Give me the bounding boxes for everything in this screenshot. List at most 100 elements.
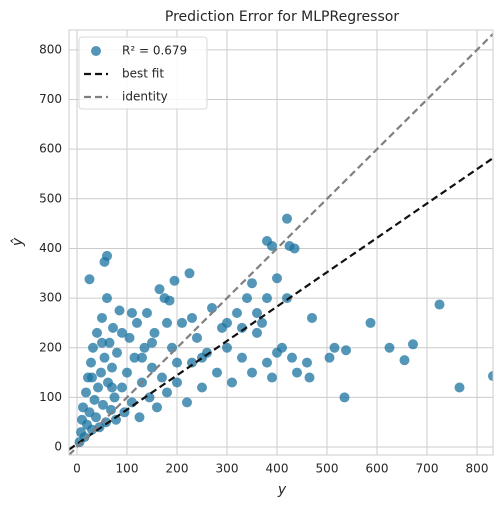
line-series bbox=[69, 33, 493, 455]
data-point bbox=[292, 367, 302, 378]
x-tick-label: 300 bbox=[216, 462, 239, 476]
data-point bbox=[247, 278, 257, 289]
y-tick-label: 800 bbox=[39, 42, 62, 56]
data-point bbox=[399, 355, 410, 366]
data-point bbox=[182, 397, 192, 408]
data-point bbox=[107, 362, 117, 373]
data-point bbox=[304, 372, 315, 383]
data-point bbox=[134, 412, 145, 423]
data-point bbox=[99, 256, 110, 267]
data-point bbox=[187, 312, 197, 323]
legend-label: best fit bbox=[122, 67, 164, 81]
data-point bbox=[341, 345, 351, 356]
data-point bbox=[339, 392, 350, 403]
x-tick-label: 200 bbox=[166, 462, 189, 476]
data-point bbox=[222, 342, 232, 353]
data-point bbox=[184, 268, 195, 279]
data-point bbox=[87, 372, 97, 383]
data-point bbox=[107, 382, 117, 393]
data-point bbox=[212, 367, 222, 378]
data-point bbox=[454, 382, 465, 393]
data-point bbox=[267, 372, 277, 383]
data-point bbox=[164, 295, 175, 306]
data-point bbox=[289, 243, 300, 254]
data-point bbox=[104, 337, 115, 348]
data-point bbox=[365, 317, 376, 328]
data-point bbox=[108, 322, 118, 333]
data-point bbox=[187, 357, 197, 368]
data-point bbox=[98, 399, 108, 410]
data-point bbox=[207, 303, 217, 314]
y-tick-label: 300 bbox=[39, 291, 62, 305]
data-point bbox=[149, 327, 160, 338]
data-point bbox=[144, 392, 155, 403]
data-point bbox=[112, 347, 122, 358]
y-axis-label: ŷ bbox=[10, 237, 26, 247]
y-tick-label: 500 bbox=[39, 191, 62, 205]
data-point bbox=[227, 377, 237, 388]
data-point bbox=[92, 327, 102, 338]
data-point bbox=[147, 362, 157, 373]
data-point bbox=[252, 327, 262, 338]
data-point bbox=[91, 412, 101, 423]
data-point bbox=[384, 342, 395, 353]
legend-label: identity bbox=[122, 90, 168, 104]
data-point bbox=[267, 240, 277, 251]
data-point bbox=[237, 352, 247, 363]
x-tick-label: 400 bbox=[266, 462, 289, 476]
data-point bbox=[122, 367, 132, 378]
data-point bbox=[99, 352, 110, 363]
data-point bbox=[192, 332, 202, 343]
data-point bbox=[282, 293, 292, 304]
data-point bbox=[237, 322, 247, 333]
data-point bbox=[81, 387, 91, 398]
data-point bbox=[222, 317, 232, 328]
legend-marker bbox=[91, 46, 101, 56]
data-point bbox=[97, 337, 107, 348]
data-point bbox=[277, 342, 287, 353]
data-point bbox=[197, 382, 207, 393]
y-tick-label: 100 bbox=[39, 390, 62, 404]
data-point bbox=[129, 352, 140, 363]
data-point bbox=[302, 357, 312, 368]
data-point bbox=[488, 371, 493, 382]
data-point bbox=[242, 293, 252, 304]
data-point bbox=[177, 317, 187, 328]
data-point bbox=[287, 352, 297, 363]
data-point bbox=[324, 352, 335, 363]
line-series bbox=[69, 157, 493, 451]
data-point bbox=[232, 308, 242, 319]
data-point bbox=[262, 293, 272, 304]
data-point bbox=[102, 293, 112, 304]
data-point bbox=[162, 317, 172, 328]
data-point bbox=[157, 372, 167, 383]
plot-frame bbox=[68, 29, 494, 456]
data-point bbox=[152, 402, 162, 413]
data-point bbox=[329, 342, 340, 353]
data-point bbox=[137, 352, 147, 363]
x-tick-label: 700 bbox=[416, 462, 439, 476]
data-point bbox=[87, 424, 97, 435]
data-point bbox=[139, 342, 150, 353]
data-point bbox=[109, 392, 120, 403]
data-point bbox=[97, 312, 107, 323]
data-point bbox=[154, 284, 165, 295]
data-point bbox=[86, 357, 96, 368]
y-tick-label: 600 bbox=[39, 142, 62, 156]
data-point bbox=[142, 308, 152, 319]
data-point bbox=[117, 382, 127, 393]
data-point bbox=[282, 213, 292, 224]
y-tick-label: 700 bbox=[39, 92, 62, 106]
data-point bbox=[172, 377, 182, 388]
y-tick-label: 0 bbox=[54, 440, 62, 454]
legend: R² = 0.679 best fit identity bbox=[78, 36, 208, 110]
data-point bbox=[162, 387, 172, 398]
data-point bbox=[124, 332, 135, 343]
data-point bbox=[434, 299, 445, 310]
data-point bbox=[147, 337, 157, 348]
data-point bbox=[114, 305, 125, 316]
data-point bbox=[127, 308, 137, 319]
data-point bbox=[96, 367, 106, 378]
data-point bbox=[307, 312, 317, 323]
